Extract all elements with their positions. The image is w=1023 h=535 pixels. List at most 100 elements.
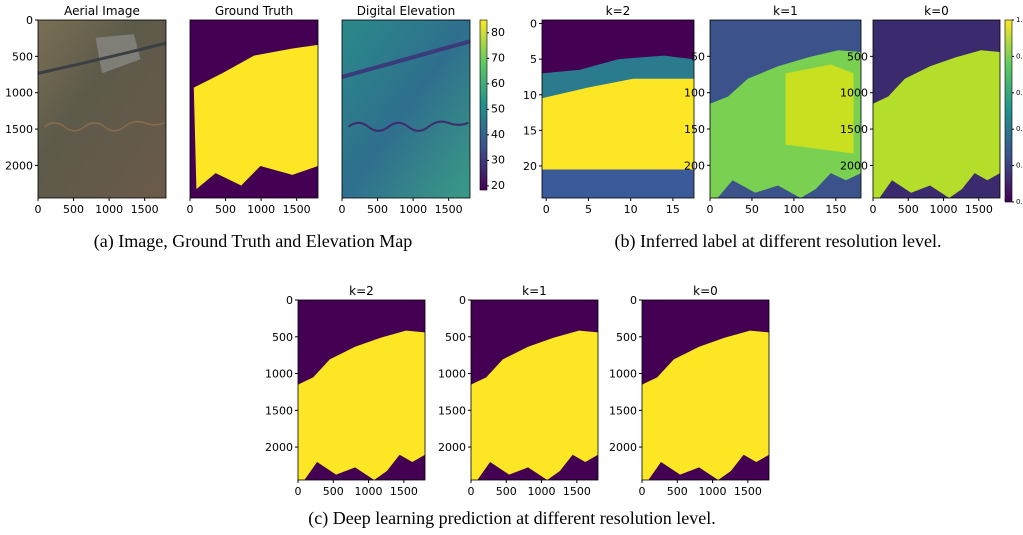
image-frame — [872, 19, 1001, 199]
y-tick-label: 500 — [445, 331, 466, 344]
y-tick-label: 1000 — [609, 368, 637, 381]
x-tick-label: 15 — [666, 203, 680, 216]
colorbar-tick-label: 0.4 — [1016, 125, 1023, 133]
y-tick-label: 1500 — [5, 123, 33, 136]
x-tick-label: 0 — [870, 203, 877, 216]
image-detail — [341, 39, 471, 79]
image-detail — [37, 41, 167, 75]
x-tick-label: 1000 — [930, 203, 958, 216]
y-tick-label: 2000 — [840, 159, 868, 172]
y-tick-label: 1500 — [840, 123, 868, 136]
x-tick-label: 0 — [468, 485, 475, 498]
x-tick-label: 1500 — [734, 485, 762, 498]
y-tick-label: 500 — [616, 331, 637, 344]
panel-title: k=1 — [522, 284, 547, 298]
x-tick-label: 1500 — [283, 203, 311, 216]
colorbar-tick-label: 30 — [491, 153, 505, 166]
x-tick-label: 0 — [707, 203, 714, 216]
x-tick-label: 0 — [543, 203, 550, 216]
caption: (c) Deep learning prediction at differen… — [308, 508, 716, 529]
colorbar-tick-label: 0.2 — [1016, 162, 1023, 170]
x-tick-label: 500 — [667, 485, 688, 498]
image-frame — [541, 19, 695, 199]
y-tick-label: 10 — [523, 89, 537, 102]
x-tick-label: 150 — [825, 203, 846, 216]
y-tick-label: 150 — [684, 123, 705, 136]
y-tick-label: 1500 — [609, 404, 637, 417]
colorbar-tick-label: 0.0 — [1016, 198, 1023, 206]
caption: (a) Image, Ground Truth and Elevation Ma… — [94, 231, 412, 252]
image-detail — [193, 44, 318, 190]
panel-title: k=2 — [349, 284, 374, 298]
y-tick-label: 2000 — [5, 159, 33, 172]
x-tick-label: 1500 — [435, 203, 463, 216]
x-tick-label: 1000 — [528, 485, 556, 498]
x-tick-label: 5 — [585, 203, 592, 216]
panel-title: k=2 — [606, 4, 631, 18]
y-tick-label: 0 — [530, 18, 537, 31]
colorbar-tick-label: 80 — [491, 26, 505, 39]
image-frame — [37, 19, 167, 199]
x-tick-label: 10 — [624, 203, 638, 216]
y-tick-label: 20 — [523, 160, 537, 173]
panel-title: k=1 — [773, 4, 798, 18]
x-tick-label: 500 — [63, 203, 84, 216]
x-tick-label: 1000 — [699, 485, 727, 498]
colorbar-tick-label: 0.8 — [1016, 52, 1023, 60]
panel-title: k=0 — [924, 4, 949, 18]
x-tick-label: 500 — [496, 485, 517, 498]
image-frame — [641, 299, 770, 481]
y-tick-label: 1000 — [840, 87, 868, 100]
colorbar-tick-label: 0.6 — [1016, 89, 1023, 97]
x-tick-label: 1500 — [965, 203, 993, 216]
colorbar-tick-label: 50 — [491, 102, 505, 115]
image-frame — [189, 19, 319, 199]
panel-title: Digital Elevation — [357, 4, 455, 18]
y-tick-label: 0 — [286, 294, 293, 307]
colorbar-tick-label: 20 — [491, 179, 505, 192]
x-tick-label: 50 — [745, 203, 759, 216]
y-tick-label: 500 — [12, 50, 33, 63]
y-tick-label: 5 — [530, 53, 537, 66]
y-tick-label: 1500 — [438, 404, 466, 417]
y-tick-label: 15 — [523, 124, 537, 137]
image-detail — [642, 330, 769, 480]
x-tick-label: 0 — [339, 203, 346, 216]
panel-title: Aerial Image — [64, 4, 140, 18]
image — [342, 20, 470, 198]
y-tick-label: 1000 — [438, 368, 466, 381]
image-detail — [298, 330, 425, 480]
x-tick-label: 1000 — [399, 203, 427, 216]
x-tick-label: 0 — [639, 485, 646, 498]
y-tick-label: 1500 — [265, 404, 293, 417]
image-frame — [341, 19, 471, 199]
colorbar-tick-label: 70 — [491, 51, 505, 64]
y-tick-label: 0 — [630, 294, 637, 307]
y-tick-label: 2000 — [438, 441, 466, 454]
image-detail — [542, 169, 694, 198]
panel-title: k=0 — [693, 284, 718, 298]
y-tick-label: 0 — [459, 294, 466, 307]
image-detail — [873, 50, 1000, 198]
x-tick-label: 0 — [295, 485, 302, 498]
colorbar-tick-label: 40 — [491, 128, 505, 141]
x-tick-label: 100 — [783, 203, 804, 216]
x-tick-label: 0 — [35, 203, 42, 216]
colorbar-tick-label: 60 — [491, 77, 505, 90]
x-tick-label: 1500 — [131, 203, 159, 216]
caption: (b) Inferred label at different resoluti… — [614, 231, 941, 252]
y-tick-label: 500 — [272, 331, 293, 344]
y-tick-label: 2000 — [265, 441, 293, 454]
y-tick-label: 100 — [684, 87, 705, 100]
y-tick-label: 1000 — [265, 368, 293, 381]
x-tick-label: 0 — [187, 203, 194, 216]
x-tick-label: 500 — [898, 203, 919, 216]
image-frame — [470, 299, 599, 481]
image-detail — [542, 78, 694, 170]
image-frame — [709, 19, 862, 199]
image-detail — [43, 120, 165, 132]
x-tick-label: 1000 — [355, 485, 383, 498]
image-frame — [297, 299, 426, 481]
x-tick-label: 1000 — [95, 203, 123, 216]
